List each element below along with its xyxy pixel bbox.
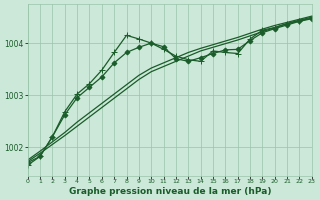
X-axis label: Graphe pression niveau de la mer (hPa): Graphe pression niveau de la mer (hPa) xyxy=(68,187,271,196)
